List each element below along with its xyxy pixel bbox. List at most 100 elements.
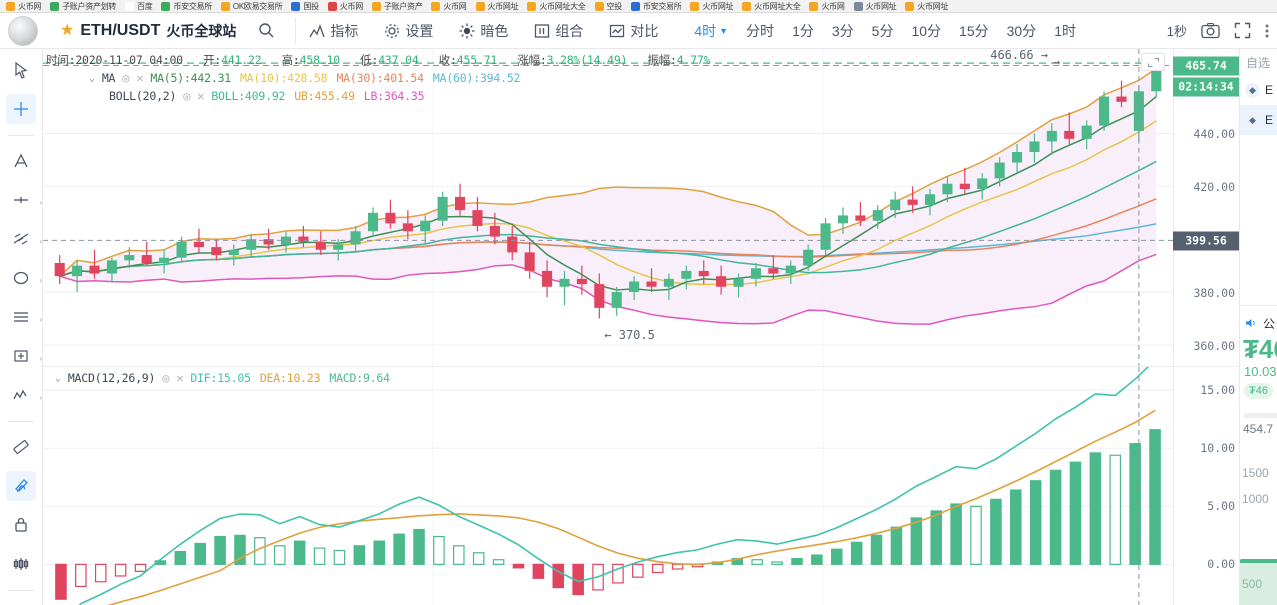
chart-header-toolbar: ★ ETH/USDT 火币全球站 指标 设置 暗色 组合 对比 4时 ▼ 分时 1分 3分 5分 1… [0, 13, 1277, 49]
bookmark-item[interactable]: 火币网 [809, 1, 845, 11]
ma-title: MA [101, 71, 116, 85]
macd-tick-label: 10.00 [1200, 441, 1235, 456]
toolbar-layout-button[interactable]: 组合 [521, 14, 596, 48]
tool-wave[interactable]: › [6, 380, 42, 410]
bookmark-item[interactable]: 国投 [291, 1, 319, 11]
parallel-lines-icon [14, 312, 28, 322]
tool-bookmark[interactable] [6, 601, 36, 605]
bookmark-favicon-icon [161, 1, 171, 11]
timeframe-5分[interactable]: 5分 [863, 14, 903, 48]
tool-cursor[interactable] [6, 55, 36, 85]
ma-settings-icon[interactable]: ◎ [122, 71, 130, 85]
timeframe-分时[interactable]: 分时 [737, 14, 783, 48]
submenu-arrow-icon[interactable]: › [39, 354, 42, 363]
bookmark-item[interactable]: 空投 [594, 1, 622, 11]
chevron-down-icon: ▼ [719, 25, 729, 36]
price-tick-label: 360.00 [1193, 338, 1235, 353]
boll-settings-icon[interactable]: ◎ [183, 89, 191, 103]
tool-circle[interactable]: › [6, 263, 42, 293]
sound-icon[interactable] [1245, 317, 1258, 329]
change-value: 3.28%(14.49) [546, 53, 628, 67]
timeframe-10分[interactable]: 10分 [902, 14, 950, 48]
boll-close-icon[interactable]: ✕ [197, 89, 205, 103]
symbol-block[interactable]: ★ ETH/USDT 火币全球站 [60, 21, 236, 41]
tool-horizontal-line[interactable]: › [6, 185, 42, 215]
submenu-arrow-icon[interactable]: › [39, 276, 42, 285]
price-axis[interactable]: 360.00 380.00 420.00 440.00 465.74 02:14:34 39… [1173, 49, 1239, 366]
refresh-rate-label[interactable]: 1秒 [1166, 24, 1187, 39]
watchlist-item[interactable]: ◆ E [1240, 105, 1277, 135]
timeframe-15分[interactable]: 15分 [950, 14, 998, 48]
indicator-value: LB:364.35 [363, 89, 425, 103]
timeframe-1时[interactable]: 1时 [1045, 14, 1085, 48]
expand-pane-button[interactable] [1141, 53, 1165, 71]
tool-parallel-lines[interactable]: › [6, 302, 42, 332]
toolbar-divider [295, 17, 297, 44]
price-slider[interactable] [1244, 413, 1277, 418]
bookmark-item[interactable]: 币安交易所 [630, 1, 682, 11]
timeframe-30分[interactable]: 30分 [998, 14, 1046, 48]
bookmark-item[interactable]: 火币网址 [475, 1, 519, 11]
bookmark-item[interactable]: 火币网址 [905, 1, 948, 11]
search-icon [259, 23, 274, 38]
submenu-arrow-icon[interactable]: › [39, 393, 42, 402]
ma-collapse-icon[interactable]: ⌄ [89, 72, 95, 84]
bookmark-item[interactable]: 子账户资产 [371, 1, 423, 11]
magnet-icon [13, 558, 29, 570]
watchlist-item[interactable]: ◆ E [1240, 75, 1277, 105]
tool-crosshair[interactable] [6, 94, 36, 124]
bookmark-label: 子账户资产划转 [62, 1, 117, 11]
more-menu-icon[interactable] [1265, 23, 1269, 39]
toolbar-label: 对比 [630, 22, 659, 39]
browser-bookmark-bar: 火币网 子账户资产划转 百度 币安交易所 OK欧易交易所 国投 火币网 子账户资产 火币网 火币网… [0, 0, 1277, 13]
toolbar-sun-button[interactable]: 暗色 [446, 14, 521, 48]
change-label: 涨幅: [517, 53, 547, 67]
tool-brush[interactable] [6, 471, 36, 501]
tool-text[interactable] [6, 146, 36, 176]
bookmark-item[interactable]: 火币网址 [853, 1, 897, 11]
macd-settings-icon[interactable]: ◎ [162, 371, 170, 385]
toolbar-indicator-button[interactable]: 指标 [296, 14, 371, 48]
bookmark-item[interactable]: 火币网址 [690, 1, 734, 11]
amplitude-label: 振幅: [647, 53, 677, 67]
bookmark-item[interactable]: 火币网 [327, 1, 363, 11]
submenu-arrow-icon[interactable]: › [39, 237, 42, 246]
toolbar-label: 组合 [555, 22, 584, 39]
bookmark-item[interactable]: 火币网址大全 [742, 1, 801, 11]
tool-lock[interactable] [6, 510, 36, 540]
submenu-arrow-icon[interactable]: › [39, 315, 42, 324]
timeframe-1分[interactable]: 1分 [783, 14, 823, 48]
bookmark-item[interactable]: OK欧易交易所 [220, 1, 283, 11]
macd-plot[interactable] [43, 367, 1173, 605]
candlestick-plot[interactable]: 466.66 → → ← 370.5 [43, 49, 1173, 366]
svg-text:← 370.5: ← 370.5 [604, 328, 655, 342]
bookmark-item[interactable]: 百度 [125, 1, 153, 11]
bookmark-item[interactable]: 火币网 [431, 1, 467, 11]
ma-close-icon[interactable]: ✕ [136, 71, 144, 85]
bookmark-item[interactable]: 子账户资产划转 [50, 1, 117, 11]
layout-icon [535, 23, 550, 38]
camera-icon[interactable] [1201, 22, 1220, 39]
fullscreen-icon[interactable] [1234, 22, 1251, 39]
search-button[interactable] [258, 22, 275, 39]
macd-collapse-icon[interactable]: ⌄ [55, 372, 61, 384]
tool-rectangle[interactable]: › [6, 341, 42, 371]
star-icon[interactable]: ★ [60, 21, 75, 39]
tool-ruler[interactable] [6, 432, 36, 462]
macd-close-icon[interactable]: ✕ [176, 371, 184, 385]
bookmark-favicon-icon [742, 1, 752, 11]
toolbar-gear-button[interactable]: 设置 [371, 14, 446, 48]
timeframe-3分[interactable]: 3分 [823, 14, 863, 48]
bookmark-item[interactable]: 火币网 [6, 1, 41, 11]
tool-magnet[interactable] [6, 549, 36, 579]
announcement-row[interactable]: 公 [1240, 312, 1277, 334]
bookmark-label: 火币网址 [865, 1, 897, 11]
watchlist-symbol: E [1265, 83, 1274, 97]
timeframe-4时[interactable]: 4时 ▼ [685, 14, 737, 48]
bookmark-item[interactable]: 火币网址大全 [527, 1, 586, 11]
tool-fibonacci[interactable]: › [6, 224, 42, 254]
toolbar-compare-button[interactable]: 对比 [596, 14, 671, 48]
submenu-arrow-icon[interactable]: › [39, 198, 42, 207]
bookmark-item[interactable]: 币安交易所 [161, 1, 212, 11]
